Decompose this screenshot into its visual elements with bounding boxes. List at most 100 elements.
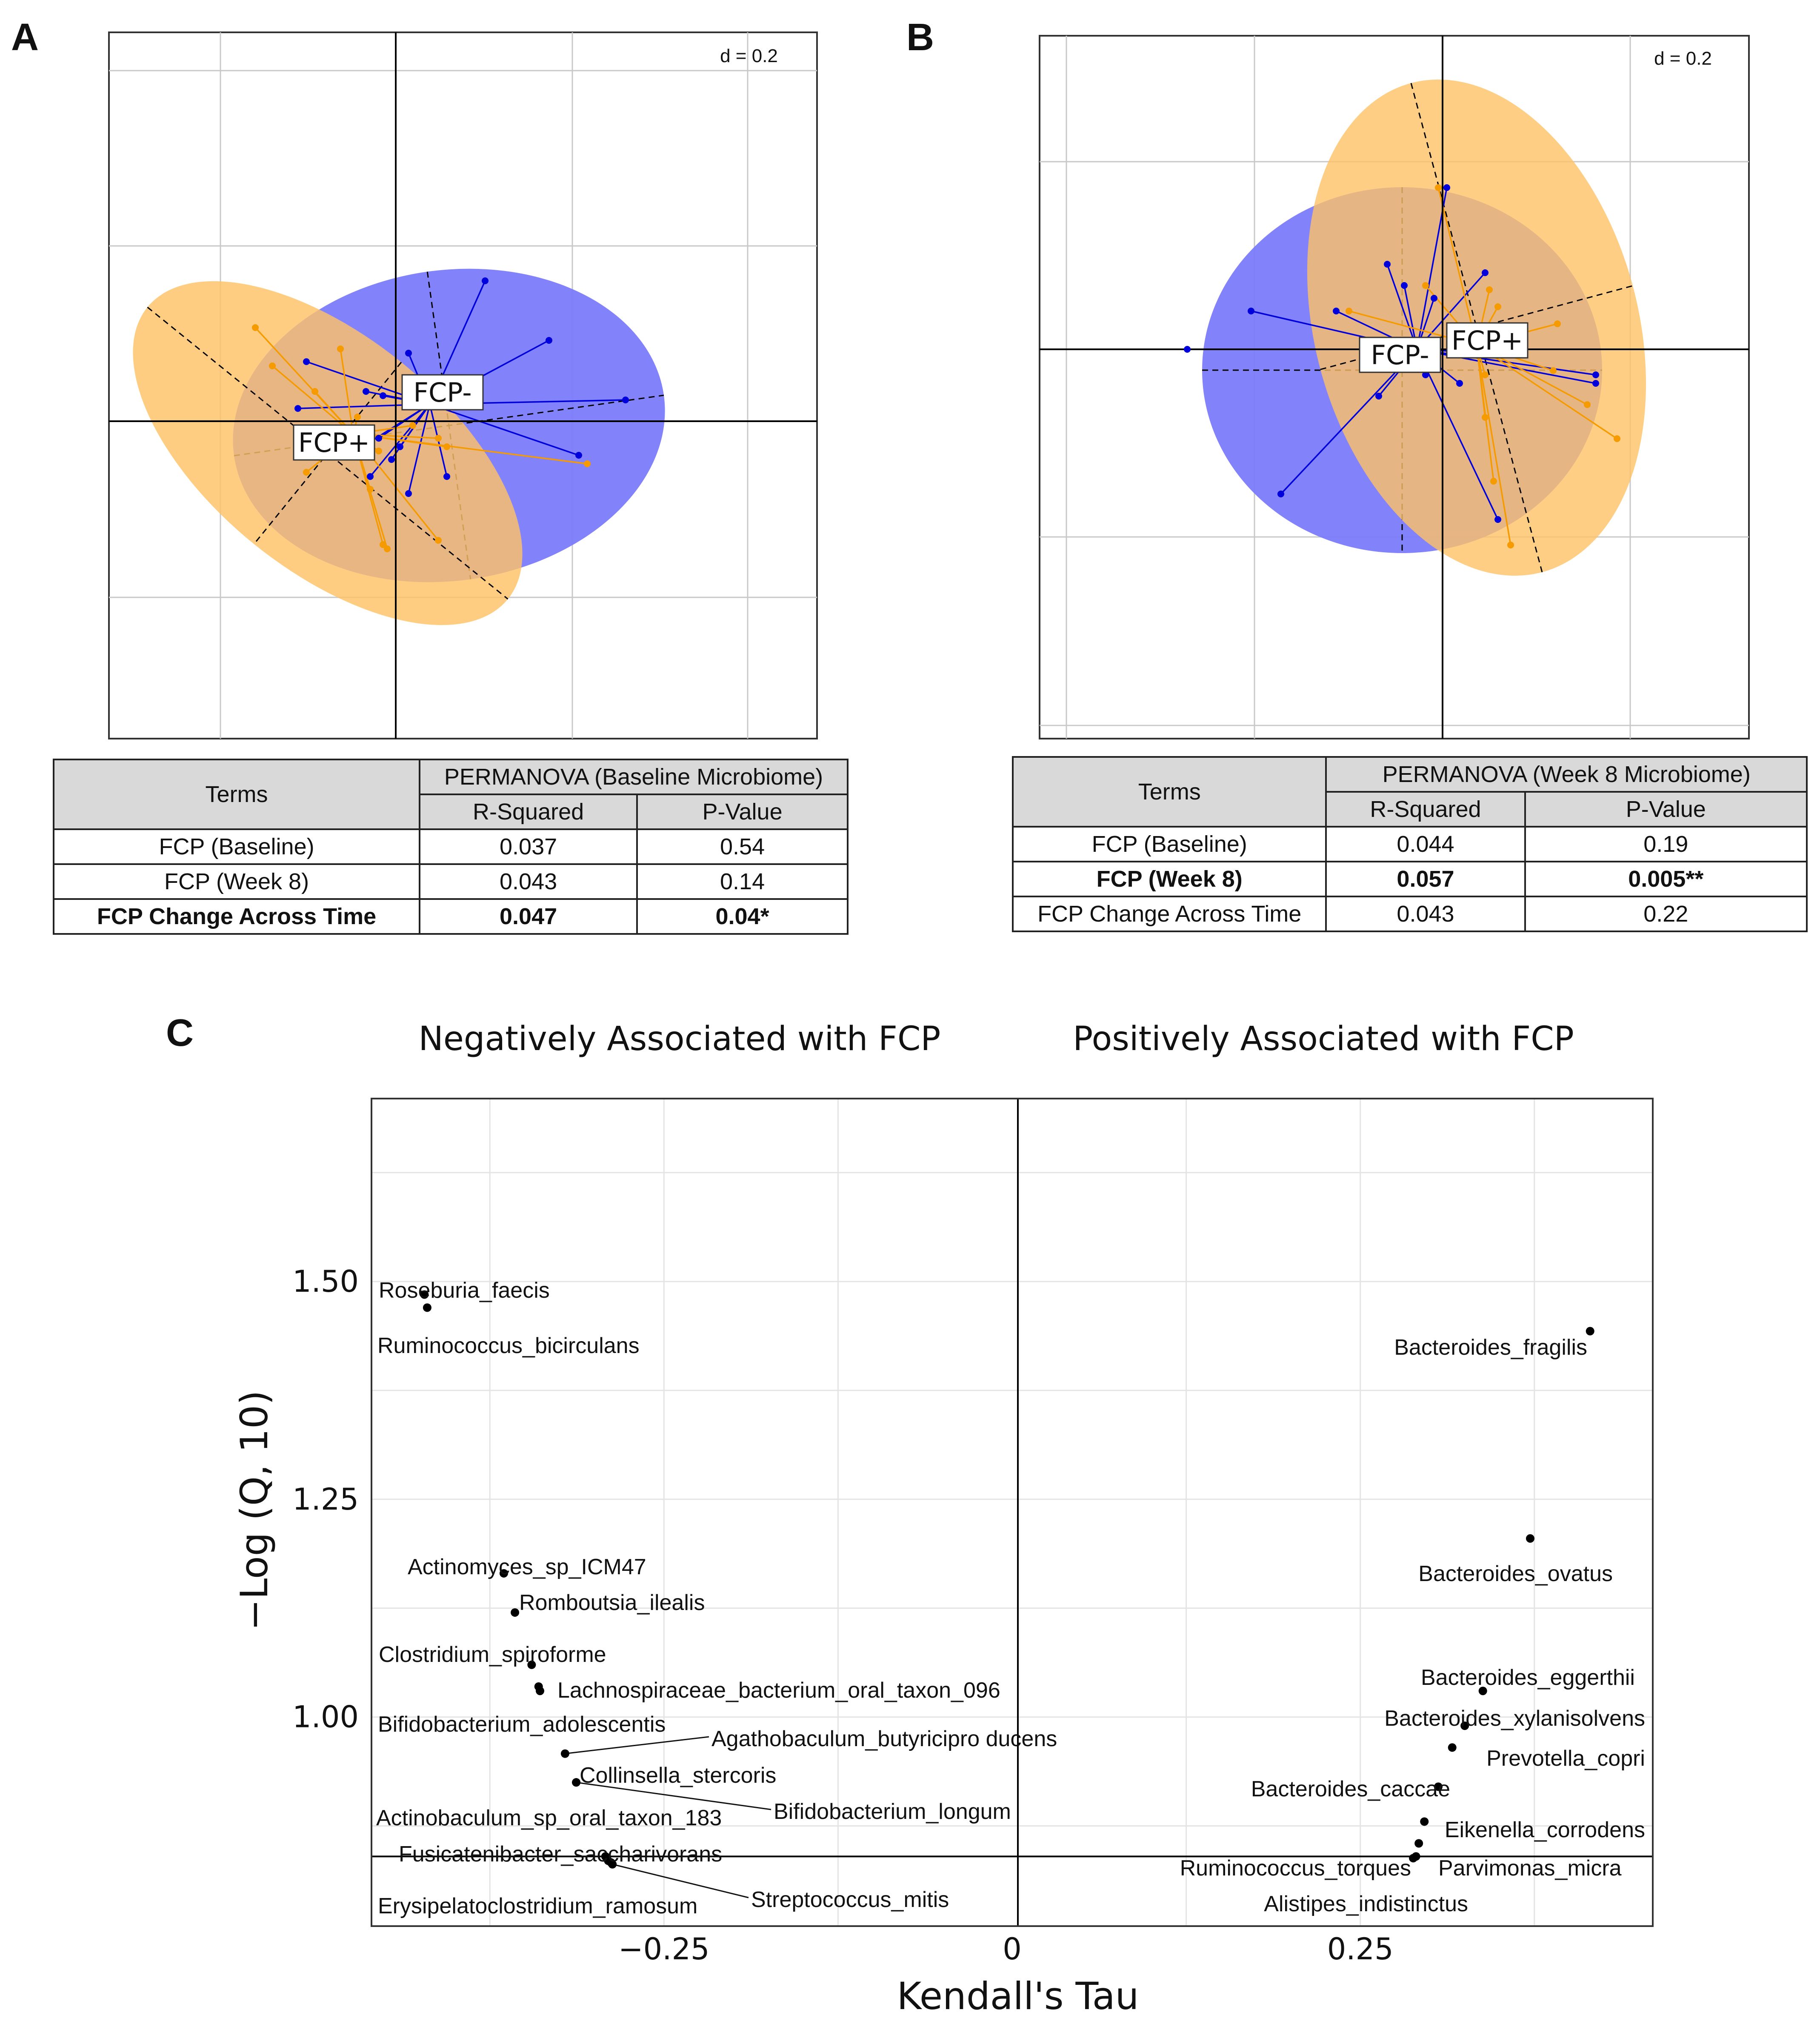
group-labels-b: FCP- FCP+ (1359, 322, 1529, 373)
sample-point-fcp (1248, 308, 1254, 314)
term-cell: FCP (Baseline) (52, 828, 421, 865)
sample-point-fcp (303, 358, 310, 365)
sample-point-fcp (1486, 286, 1493, 293)
group-label-fcp: FCP+ (1451, 325, 1523, 356)
sample-point-fcp (405, 350, 412, 357)
spoke-fcp (408, 404, 431, 494)
point-label-bifidobacterium-longum: Bifidobacterium_longum (774, 1799, 1011, 1824)
sample-point-fcp (546, 337, 552, 344)
sample-point-fcp (443, 443, 450, 450)
leader-line (576, 1781, 771, 1810)
point-bifidobacterium-longum (572, 1778, 581, 1787)
sample-point-fcp (1422, 282, 1429, 289)
group-label-box-fcp (401, 374, 484, 411)
sample-point-fcp (1584, 401, 1591, 408)
sample-point-fcp (363, 388, 369, 395)
sample-point-fcp (294, 405, 301, 412)
sample-point-fcp (384, 545, 391, 552)
r-squared-cell: 0.037 (419, 828, 638, 865)
plot-border-c (371, 1098, 1654, 1927)
sample-point-fcp (1507, 542, 1514, 548)
sample-point-fcp (409, 422, 416, 429)
point-label-erysipelatoclostridium-ramosum: Erysipelatoclostridium_ramosum (378, 1894, 697, 1918)
y-tick-label: 1.00 (292, 1700, 359, 1735)
panel-label-b: B (906, 16, 934, 59)
terms-header: Terms (52, 759, 421, 830)
x-tick-label: 0.25 (1327, 1932, 1394, 1967)
ordination-plot-a: FCP- FCP+ d = 0.2 (108, 31, 818, 739)
r-squared-cell: 0.043 (419, 863, 638, 900)
sample-point-fcp (1384, 261, 1391, 268)
sample-point-fcp (575, 452, 582, 459)
point-bifidobacterium-adolescentis (536, 1687, 545, 1696)
sample-point-fcp (482, 277, 489, 284)
leader-line (565, 1736, 709, 1755)
ordination-plot-b: FCP- FCP+ d = 0.2 (1039, 35, 1750, 739)
spoke-fcp (1386, 264, 1418, 350)
point-label-ruminococcus-bicirculans: Ruminococcus_bicirculans (377, 1333, 640, 1358)
spoke-fcp (340, 348, 354, 434)
point-label-eikenella-corrodens: Eikenella_corrodens (1445, 1818, 1645, 1842)
terms-header: Terms (1011, 756, 1327, 828)
sample-point-fcp (354, 414, 361, 420)
p-value-cell: 0.04* (636, 898, 849, 935)
point-label-ruminococcus-torques: Ruminococcus_torques (1180, 1856, 1411, 1881)
point-roseburia-faecis (420, 1290, 429, 1299)
leader-line (612, 1864, 749, 1898)
point-clostridium-spiroforme (527, 1660, 536, 1669)
point-label-bacteroides-eggerthii: Bacteroides_eggerthii (1421, 1665, 1635, 1690)
grid-c (371, 1099, 1653, 1926)
point-label-romboutsia-ilealis: Romboutsia_ilealis (519, 1590, 705, 1615)
permanova-header: PERMANOVA (Week 8 Microbiome) (1325, 756, 1808, 793)
sample-point-fcp (397, 443, 403, 450)
point-bacteroides-fragilis (1586, 1327, 1594, 1336)
ellipse-axis-fcp (1410, 83, 1543, 573)
sample-point-fcp (388, 456, 395, 463)
spoke-fcp (1476, 344, 1617, 440)
points-a (252, 277, 629, 552)
sample-point-fcp (380, 541, 386, 548)
spokes-a (254, 280, 626, 549)
point-bacteroides-caccae (1434, 1782, 1443, 1791)
y-axis-label: −Log (Q, 10) (232, 1390, 276, 1631)
group-label-box-fcp (1446, 322, 1529, 359)
point-eikenella-corrodens (1420, 1817, 1429, 1826)
y-tick-label: 1.50 (292, 1264, 359, 1299)
sample-point-fcp (435, 537, 442, 544)
table-row-significant: FCP Change Across Time 0.047 0.04* (52, 898, 849, 935)
y-tick-label: 1.25 (292, 1482, 359, 1517)
term-cell: FCP Change Across Time (1011, 896, 1327, 932)
group-label-box-fcp (1359, 337, 1441, 373)
point-ruminococcus-bicirculans (423, 1303, 431, 1312)
scale-label-b: d = 0.2 (1654, 48, 1712, 69)
point-bacteroides-ovatus (1526, 1534, 1534, 1543)
sample-point-fcp (252, 324, 259, 331)
sample-point-fcp (1435, 184, 1442, 191)
table-row: FCP (Week 8) 0.043 0.14 (52, 863, 849, 900)
p-value-cell: 0.22 (1524, 896, 1808, 932)
group-label-fcp: FCP+ (298, 427, 370, 458)
sample-point-fcp (1333, 308, 1340, 314)
chart-title-left: Negatively Associated with FCP (419, 1020, 941, 1058)
point-label-bacteroides-xylanisolvens: Bacteroides_xylanisolvens (1384, 1706, 1645, 1731)
sample-point-fcp (375, 435, 382, 442)
point-label-bifidobacterium-adolescentis: Bifidobacterium_adolescentis (378, 1712, 666, 1737)
sample-point-fcp (1443, 184, 1450, 191)
point-label-actinobaculum-sp-oral-taxon-183: Actinobaculum_sp_oral_taxon_183 (376, 1806, 722, 1830)
r-squared-header: R-Squared (419, 794, 638, 830)
sample-point-fcp (584, 460, 591, 467)
ellipse-axis-fcp (147, 306, 509, 600)
point-label-alistipes-indistinctus: Alistipes_indistinctus (1264, 1892, 1468, 1916)
point-label-collinsella-stercoris: Collinsella_stercoris (580, 1763, 776, 1788)
point-labels: Roseburia_faecis Ruminococcus_bicirculans… (376, 1278, 1645, 1918)
sample-point-fcp (380, 392, 386, 399)
sample-point-fcp (622, 397, 629, 403)
sample-point-fcp (1490, 478, 1497, 485)
point-label-fusicatenibacter-saccharivorans: Fusicatenibacter_saccharivorans (399, 1842, 722, 1867)
sample-point-fcp (375, 448, 382, 454)
term-cell: FCP (Baseline) (1011, 826, 1327, 862)
permanova-table-a: Terms PERMANOVA (Baseline Microbiome) R-… (52, 759, 849, 935)
sample-point-fcp (1494, 303, 1501, 310)
point-bacteroides-xylanisolvens (1460, 1721, 1469, 1730)
point-prevotella-copri (1448, 1743, 1457, 1752)
